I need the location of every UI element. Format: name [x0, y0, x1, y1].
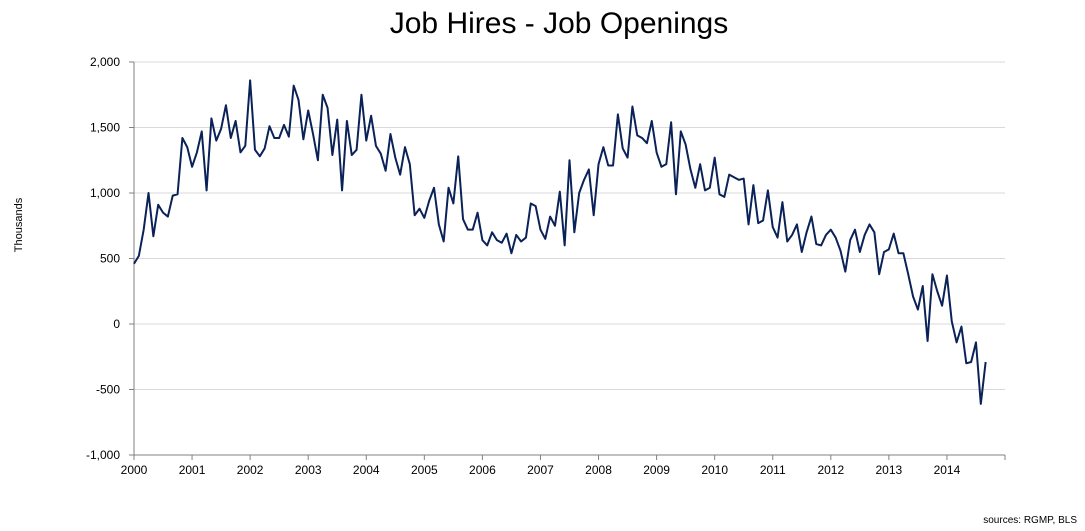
- x-tick-label: 2014: [934, 463, 961, 477]
- y-tick-label: 1,500: [90, 121, 120, 135]
- x-tick-label: 2006: [469, 463, 496, 477]
- x-tick-label: 2009: [643, 463, 670, 477]
- x-tick-label: 2012: [817, 463, 844, 477]
- x-tick-label: 2004: [353, 463, 380, 477]
- x-tick-label: 2010: [701, 463, 728, 477]
- x-tick-label: 2000: [121, 463, 148, 477]
- gridlines: [134, 61, 1005, 390]
- source-note: sources: RGMP, BLS: [983, 515, 1077, 526]
- x-tick-label: 2002: [237, 463, 264, 477]
- y-axis-tick-labels: 2,000 1,500 1,000 500 0 -500 -1,000: [86, 55, 120, 462]
- y-tick-label: 1,000: [90, 186, 120, 200]
- y-tick-label: -1,000: [86, 448, 120, 462]
- x-tick-label: 2003: [295, 463, 322, 477]
- x-tick-label: 2001: [179, 463, 206, 477]
- y-axis-label: Thousands: [13, 197, 25, 252]
- y-tick-label: 500: [100, 252, 120, 266]
- x-tick-label: 2005: [411, 463, 438, 477]
- y-tick-label: 0: [113, 317, 120, 331]
- x-axis-tick-labels: 2000 2001 2002 2003 2004 2005 2006 2007 2008 2009…: [121, 463, 961, 477]
- chart-title: Job Hires - Job Openings: [390, 7, 729, 40]
- x-tick-label: 2008: [585, 463, 612, 477]
- y-tick-label: -500: [96, 383, 120, 397]
- x-tick-label: 2011: [760, 463, 786, 477]
- series-line: [133, 79, 987, 405]
- axes: [129, 61, 1006, 460]
- x-tick-label: 2007: [527, 463, 554, 477]
- y-tick-label: 2,000: [90, 55, 120, 69]
- x-tick-label: 2013: [876, 463, 903, 477]
